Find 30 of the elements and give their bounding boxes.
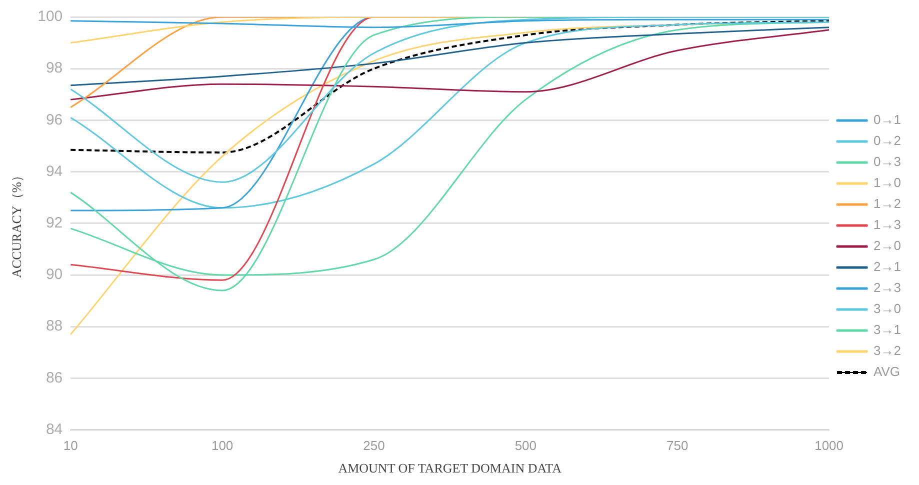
legend-label: 1→0 xyxy=(874,175,902,190)
legend-label: 2→0 xyxy=(874,238,902,254)
y-tick-label: 90 xyxy=(46,266,63,284)
legend-label: 0→1 xyxy=(874,112,902,128)
legend-label: 0→2 xyxy=(874,133,902,148)
x-tick-label: 500 xyxy=(514,438,537,454)
y-tick-label: 100 xyxy=(38,8,63,26)
legend-label: 0→3 xyxy=(874,154,902,170)
legend-label: 3→1 xyxy=(874,322,902,338)
y-tick-label: 88 xyxy=(46,318,63,335)
legend-label: 1→3 xyxy=(874,217,902,232)
x-axis-title: AMOUNT OF TARGET DOMAIN DATA xyxy=(338,460,562,476)
y-axis-title: ACCURACY（%） xyxy=(9,168,24,278)
legend-label: 3→2 xyxy=(874,343,902,358)
y-tick-label: 98 xyxy=(46,60,63,77)
y-tick-label: 86 xyxy=(46,369,63,386)
x-tick-label: 250 xyxy=(363,438,385,454)
y-tick-label: 84 xyxy=(46,420,63,438)
y-tick-label: 94 xyxy=(46,162,63,180)
x-tick-label: 750 xyxy=(666,438,688,454)
y-tick-label: 92 xyxy=(46,214,63,232)
y-tick-label: 96 xyxy=(46,111,63,128)
x-tick-label: 1000 xyxy=(814,438,844,454)
legend-label: 1→2 xyxy=(874,196,902,212)
legend-label: AVG xyxy=(874,364,900,380)
x-tick-label: 10 xyxy=(63,438,78,454)
x-tick-label: 100 xyxy=(211,438,234,454)
legend-label: 3→0 xyxy=(874,301,902,316)
legend-label: 2→3 xyxy=(874,280,902,296)
legend-label: 2→1 xyxy=(874,259,902,274)
